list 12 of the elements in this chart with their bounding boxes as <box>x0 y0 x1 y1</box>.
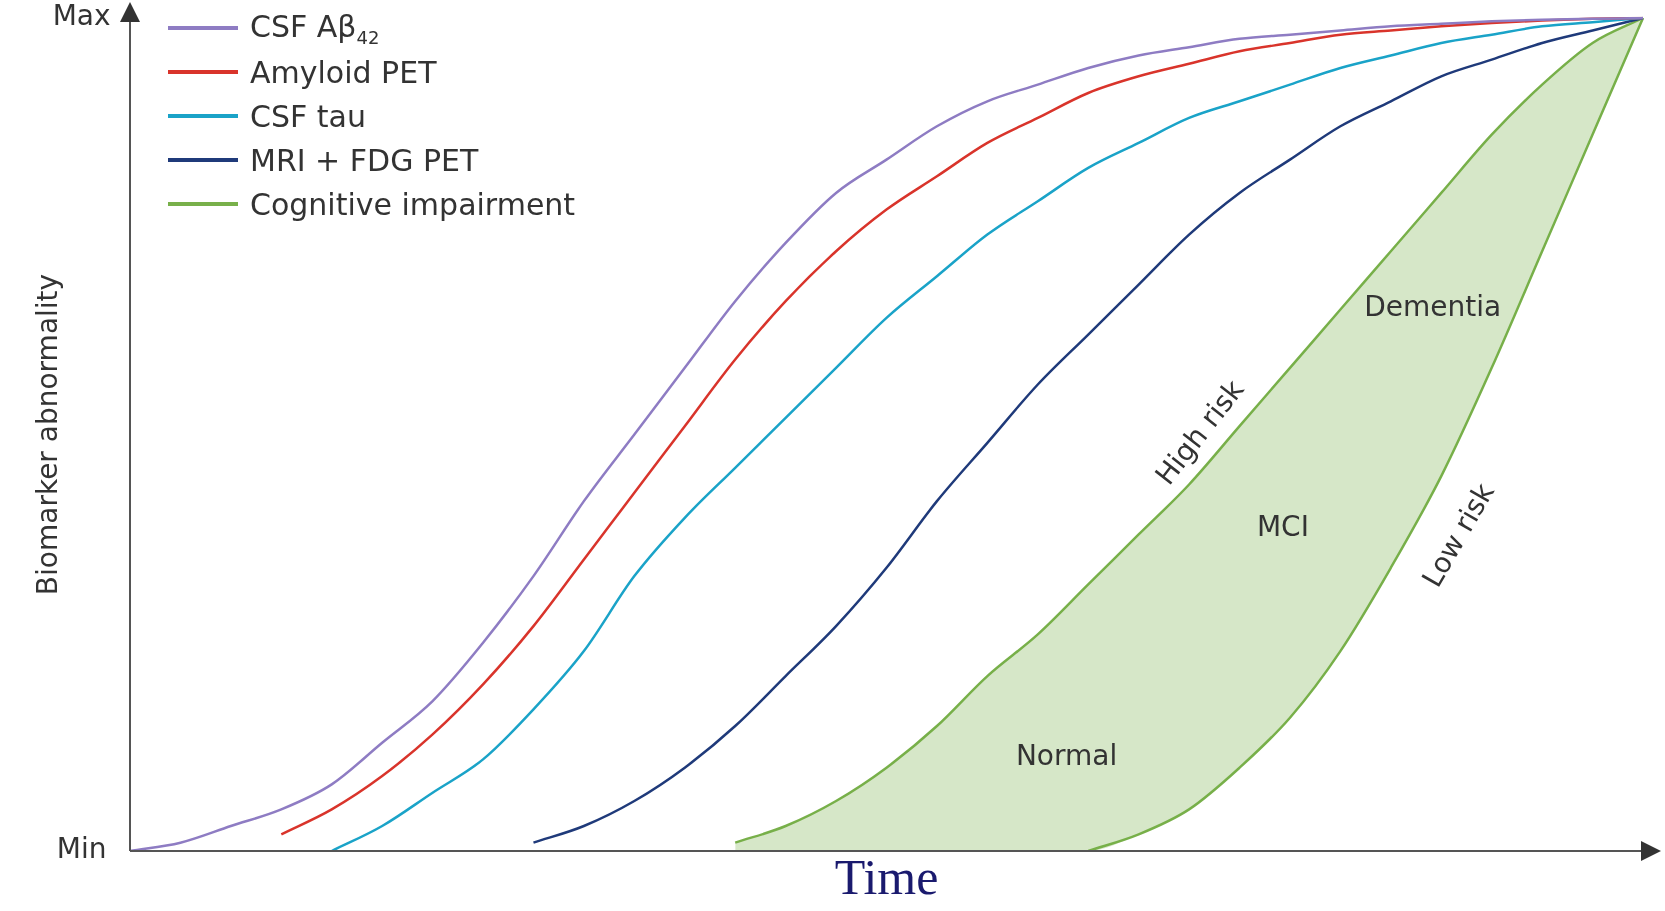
text: Min <box>56 832 107 866</box>
y-axis-title: Biomarker abnormality <box>31 273 65 596</box>
x-axis-title: Time <box>834 849 939 906</box>
legend-label: CSF Aβ$_{42}$ <box>250 8 380 48</box>
annotation: MCI <box>1256 509 1309 543</box>
text: Max <box>52 0 111 33</box>
annotation: Dementia <box>1364 290 1502 323</box>
legend-label: CSF tau <box>250 98 366 134</box>
legend-label: Cognitive impairment <box>250 186 576 222</box>
annotation: Normal <box>1015 738 1118 772</box>
legend-label: Amyloid PET <box>250 54 437 90</box>
legend-label: MRI + FDG PET <box>250 142 479 178</box>
